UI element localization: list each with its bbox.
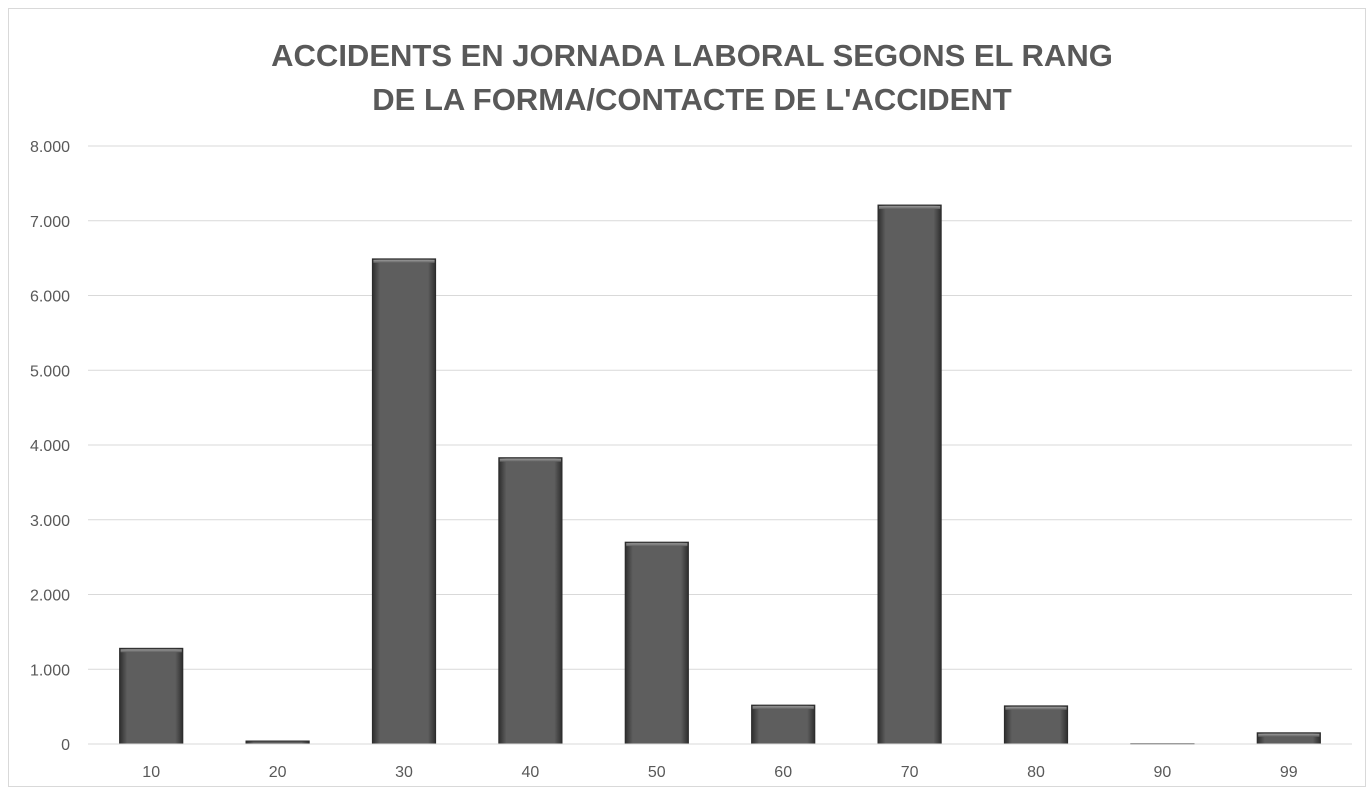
bar-highlight — [373, 259, 435, 263]
bar — [119, 647, 184, 745]
y-tick-label: 5.000 — [30, 363, 70, 380]
x-axis-tick-labels: 10 20 30 40 50 60 70 80 90 99 — [142, 764, 1297, 781]
bar — [1003, 705, 1069, 745]
bar-highlight — [1005, 706, 1067, 710]
y-tick-label: 7.000 — [30, 214, 70, 231]
chart-title-line-2: DE LA FORMA/CONTACTE DE L'ACCIDENT — [372, 82, 1012, 117]
bar — [751, 704, 816, 745]
y-tick-label: 3.000 — [30, 513, 70, 530]
y-tick-label: 2.000 — [30, 588, 70, 605]
bar-highlight — [626, 543, 688, 547]
bar-30 — [371, 258, 437, 745]
y-axis-tick-labels: 0 1.000 2.000 3.000 4.000 5.000 6.000 7.000 8.00… — [30, 139, 70, 754]
bar-70 — [877, 204, 942, 745]
x-tick-label: 90 — [1154, 764, 1172, 781]
bar-highlight — [1258, 733, 1320, 737]
y-tick-label: 6.000 — [30, 289, 70, 306]
x-tick-label: 30 — [395, 764, 413, 781]
bar — [498, 457, 563, 745]
bar-highlight — [879, 206, 941, 210]
bar-highlight — [752, 706, 814, 710]
x-tick-label: 70 — [901, 764, 919, 781]
bar — [877, 204, 942, 745]
x-tick-label: 40 — [522, 764, 540, 781]
bar-highlight — [120, 649, 182, 653]
x-tick-label: 20 — [269, 764, 287, 781]
bars — [88, 204, 1352, 745]
x-tick-label: 50 — [648, 764, 666, 781]
y-tick-label: 0 — [61, 737, 70, 754]
x-tick-label: 60 — [774, 764, 792, 781]
y-tick-label: 4.000 — [30, 438, 70, 455]
bar-60 — [751, 704, 816, 745]
x-tick-label: 80 — [1027, 764, 1045, 781]
bar-80 — [1003, 705, 1069, 745]
chart-title-line-1: ACCIDENTS EN JORNADA LABORAL SEGONS EL R… — [271, 38, 1113, 73]
chart-title: ACCIDENTS EN JORNADA LABORAL SEGONS EL R… — [0, 34, 1368, 122]
y-tick-label: 8.000 — [30, 139, 70, 156]
bar-10 — [119, 647, 184, 745]
bar-40 — [498, 457, 563, 745]
y-tick-label: 1.000 — [30, 662, 70, 679]
x-tick-label: 10 — [142, 764, 160, 781]
bar-highlight — [499, 458, 561, 462]
bar — [624, 541, 689, 745]
bar — [371, 258, 437, 745]
x-tick-label: 99 — [1280, 764, 1298, 781]
gridlines — [88, 145, 1352, 745]
bar-50 — [624, 541, 689, 745]
bar-99 — [1256, 732, 1321, 745]
